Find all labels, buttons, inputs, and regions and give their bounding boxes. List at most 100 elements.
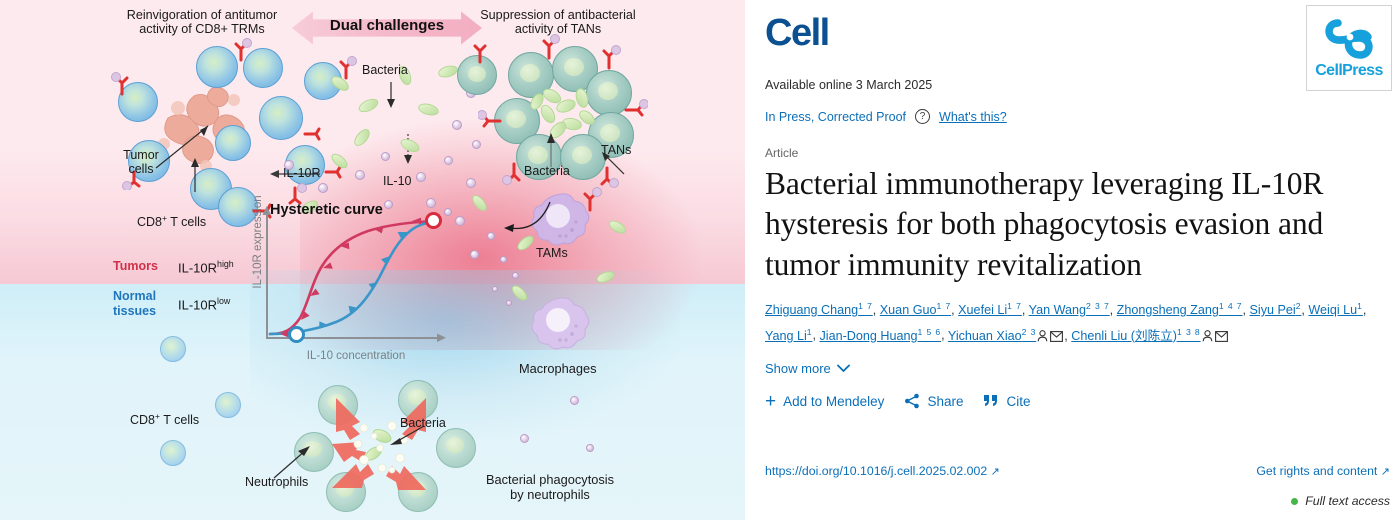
author-separator: , (812, 328, 820, 343)
il10r-receptor (473, 44, 487, 64)
cellpress-wordmark: CellPress (1315, 61, 1383, 79)
author-affiliation-marks: 1 5 6 (917, 326, 942, 337)
hysteretic-curve-chart: IL-10R expression IL-10 concentration Hy… (244, 195, 460, 370)
show-more-authors-button[interactable]: Show more (765, 361, 850, 376)
author-name[interactable]: Zhongsheng Zang1 4 7 (1116, 300, 1243, 318)
il10r-receptor (324, 165, 342, 179)
share-label: Share (927, 393, 964, 409)
share-icon (905, 393, 920, 409)
author-affiliation-marks: 1 (806, 326, 813, 337)
author-email-icon[interactable] (1050, 330, 1064, 342)
normal-marker-label: IL-10Rlow (178, 296, 231, 313)
il10-molecule (426, 198, 436, 208)
bacteria-pointer-tans (547, 133, 555, 167)
author-profile-icon[interactable] (1202, 330, 1213, 342)
journal-logo[interactable]: Cell (765, 12, 830, 54)
author-name[interactable]: Chenli Liu (刘陈立)1 3 8 (1071, 326, 1201, 343)
add-to-mendeley-button[interactable]: + Add to Mendeley (765, 392, 884, 411)
author-name[interactable]: Jian-Dong Huang1 5 6 (819, 326, 942, 343)
author-email-icon[interactable] (1214, 330, 1228, 342)
author-separator: , (872, 303, 880, 318)
il10-molecule (470, 250, 479, 259)
neutrophil-nucleus (304, 441, 322, 457)
il10-molecule (570, 396, 579, 405)
author-entry: Siyu Pei2, (1249, 300, 1309, 318)
tumors-band-label: Tumors (113, 259, 158, 273)
author-affiliation-marks: 1 7 (858, 300, 873, 311)
plus-icon: + (765, 390, 777, 412)
cellpress-logo[interactable]: CellPress (1306, 5, 1392, 91)
header-right-label: Suppression of antibacterial activity of… (480, 8, 636, 37)
author-name[interactable]: Xuefei Li1 7 (958, 300, 1022, 318)
doi-link[interactable]: https://doi.org/10.1016/j.cell.2025.02.0… (765, 464, 1000, 478)
il10-molecule (520, 434, 529, 443)
il10-molecule (452, 120, 462, 130)
author-separator: , (1109, 303, 1117, 318)
author-name[interactable]: Yan Wang2 3 7 (1028, 300, 1110, 318)
author-name[interactable]: Weiqi Lu1 (1308, 300, 1363, 318)
author-separator: , (1242, 303, 1250, 318)
il10-molecule (586, 444, 594, 452)
tam-uptake-arrow (504, 201, 551, 232)
author-separator: , (951, 303, 959, 318)
cd8-t-cell (243, 48, 283, 88)
author-profile-icon[interactable] (1037, 330, 1048, 342)
author-list: Zhiguang Chang1 7, Xuan Guo1 7, Xuefei L… (765, 298, 1390, 349)
status-badge[interactable]: In Press, Corrected Proof (765, 109, 907, 124)
x-axis (266, 337, 440, 339)
add-to-mendeley-label: Add to Mendeley (783, 393, 885, 409)
cellpress-mark-icon (1325, 18, 1373, 59)
access-label: Full text access (1305, 494, 1390, 508)
tam-cell (531, 193, 590, 246)
neutrophils-label: Neutrophils (245, 475, 309, 489)
il10r-receptor (303, 127, 321, 141)
il10r-receptor (542, 34, 560, 60)
neutrophils-pointer (273, 446, 310, 479)
il10r-receptor (234, 38, 252, 62)
author-separator: , (1064, 328, 1072, 343)
tan-nucleus (506, 110, 526, 128)
cd8-t-cells-pointer (191, 158, 199, 192)
author-name[interactable]: Siyu Pei2 (1249, 300, 1302, 318)
bacteria-label-tans: Bacteria (524, 164, 570, 178)
show-more-label: Show more (765, 360, 831, 376)
dual-challenges-label: Dual challenges (329, 17, 445, 34)
author-name[interactable]: Xuan Guo1 7 (879, 300, 952, 318)
external-link-icon: ↗ (990, 466, 1000, 478)
bacteria-pointer-top (387, 82, 395, 108)
article-actions: + Add to Mendeley Share Cite (765, 392, 1390, 411)
author-affiliation-marks: 2 3 (1021, 326, 1037, 337)
quote-icon (984, 395, 998, 407)
cd8-t-cell (118, 82, 158, 122)
macrophages-label: Macrophages (519, 361, 597, 376)
cd8-t-cells-label-bottom: CD8+ T cells (130, 411, 200, 428)
tan-nucleus (598, 82, 618, 100)
author-name[interactable]: Yang Li1 (765, 326, 813, 343)
il10-molecule (466, 178, 476, 188)
whats-this-link[interactable]: What's this? (939, 109, 1007, 124)
author-name[interactable]: Yichuan Xiao2 3 (947, 326, 1037, 343)
author-entry: Xuan Guo1 7, (879, 300, 959, 318)
cd8-t-cell (215, 125, 251, 161)
help-icon[interactable]: ? (915, 109, 931, 124)
tumors-marker-label: IL-10Rhigh (178, 259, 234, 276)
tans-pointer (602, 152, 625, 175)
cd8-text: CD8 (137, 215, 163, 230)
tan-nucleus (468, 66, 486, 82)
chart-node-high-state (425, 212, 442, 229)
author-name[interactable]: Zhiguang Chang1 7 (765, 300, 873, 318)
il10r-receptor (122, 170, 141, 190)
author-separator: , (941, 328, 948, 343)
rights-and-content-link[interactable]: Get rights and content ↗ (1256, 464, 1390, 478)
author-entry: Zhiguang Chang1 7, (765, 300, 880, 318)
external-link-icon: ↗ (1380, 466, 1390, 478)
share-button[interactable]: Share (904, 393, 963, 409)
cite-button[interactable]: Cite (983, 394, 1030, 409)
neutrophil-nucleus (408, 389, 426, 405)
il10r-receptor (583, 187, 602, 212)
author-affiliation-marks: 2 (1295, 300, 1302, 311)
article-type-kicker: Article (765, 146, 799, 160)
il10r-receptor (502, 162, 521, 185)
il10r-receptor (339, 56, 357, 80)
proof-status-row: In Press, Corrected Proof ? What's this? (765, 109, 1390, 124)
